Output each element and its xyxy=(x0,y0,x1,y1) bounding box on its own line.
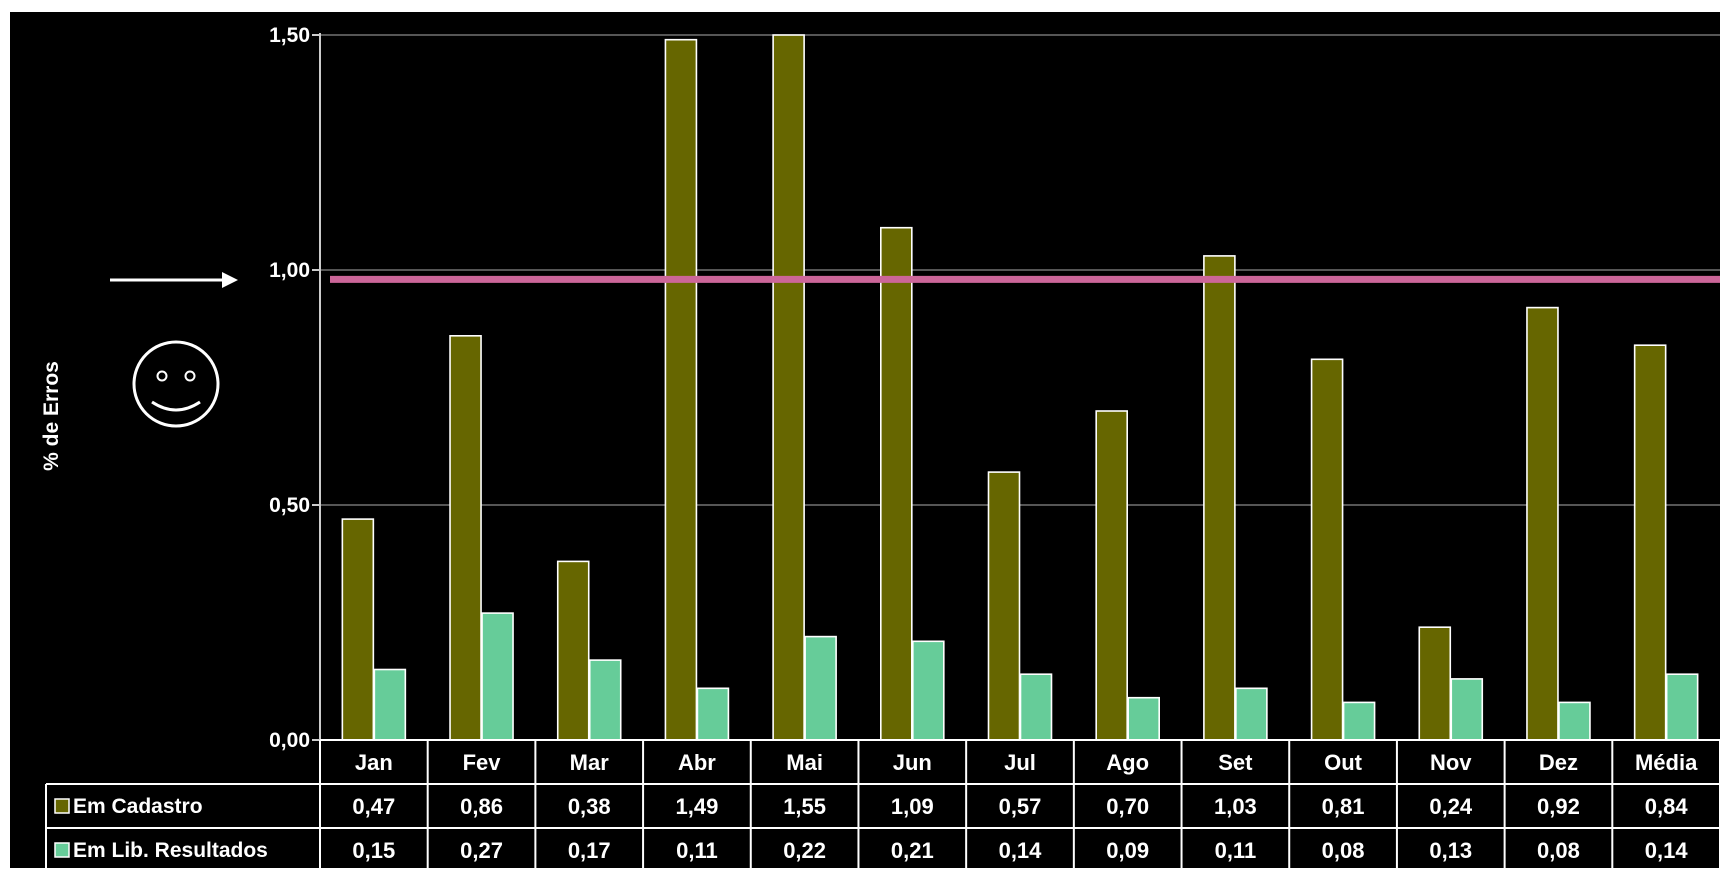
data-label: 0,92 xyxy=(1537,794,1580,819)
data-label: 0,22 xyxy=(783,838,826,863)
data-label: 0,09 xyxy=(1106,838,1149,863)
bar-em-cadastro xyxy=(1526,306,1559,741)
category-label: Jun xyxy=(893,750,932,775)
data-label: 1,09 xyxy=(891,794,934,819)
y-tick-label: 1,50 xyxy=(269,24,310,47)
bar-em-lib-resultados xyxy=(1342,701,1376,741)
annotations: % de Erros xyxy=(40,272,238,471)
bar-em-cadastro xyxy=(341,518,375,741)
category-label: Fev xyxy=(463,750,502,775)
bar-em-lib-resultados xyxy=(1127,696,1160,741)
bar-em-lib-resultados xyxy=(1450,678,1484,741)
data-label: 1,49 xyxy=(676,794,719,819)
bar-em-lib-resultados xyxy=(912,640,945,741)
bar-em-lib-resultados xyxy=(1019,673,1053,741)
bar-em-cadastro xyxy=(987,471,1021,741)
y-axis-label: % de Erros xyxy=(40,361,63,471)
legend-key xyxy=(54,798,70,814)
category-label: Set xyxy=(1218,750,1253,775)
legend-label: Em Lib. Resultados xyxy=(73,839,268,862)
bar-em-lib-resultados xyxy=(588,659,622,741)
category-label: Ago xyxy=(1106,750,1149,775)
bar-em-cadastro xyxy=(664,38,698,741)
category-label: Mar xyxy=(570,750,610,775)
bar-em-cadastro xyxy=(1095,410,1128,741)
data-label: 0,24 xyxy=(1429,794,1473,819)
data-label: 0,84 xyxy=(1645,794,1689,819)
bar-em-cadastro xyxy=(1633,344,1667,741)
axes: 0,00 0,50 1,00 1,50 xyxy=(269,24,321,752)
category-label: Média xyxy=(1635,750,1698,775)
y-tick-label: 0,50 xyxy=(269,494,310,517)
data-label: 0,08 xyxy=(1537,838,1580,863)
legend-label: Em Cadastro xyxy=(73,795,203,818)
bar-em-cadastro xyxy=(772,34,805,741)
data-label: 0,08 xyxy=(1322,838,1365,863)
y-tick-label: 1,00 xyxy=(269,259,310,282)
data-table: Jan 0,47 0,15 Fev 0,86 0,27 Mar 0,38 0,17 Abr 1,49… xyxy=(45,739,1720,872)
bar-em-lib-resultados xyxy=(1665,673,1699,741)
category-label: Abr xyxy=(678,750,716,775)
bar-em-lib-resultados xyxy=(1558,701,1591,741)
category-label: Out xyxy=(1324,750,1363,775)
data-label: 0,27 xyxy=(460,838,503,863)
data-label: 0,86 xyxy=(460,794,503,819)
bar-em-cadastro xyxy=(880,226,913,741)
data-label: 0,38 xyxy=(568,794,611,819)
data-label: 0,81 xyxy=(1322,794,1365,819)
data-label: 0,13 xyxy=(1429,838,1472,863)
bar-em-lib-resultados xyxy=(804,635,837,741)
category-label: Mai xyxy=(786,750,823,775)
bar-em-lib-resultados xyxy=(373,668,407,741)
bar-em-cadastro xyxy=(556,560,590,741)
legend-key xyxy=(54,842,70,858)
bar-em-lib-resultados xyxy=(696,687,730,741)
bar-em-lib-resultados xyxy=(481,612,514,741)
bar-em-cadastro xyxy=(1203,255,1236,741)
data-label: 0,15 xyxy=(352,838,395,863)
bar-em-cadastro xyxy=(1418,626,1452,741)
data-label: 0,57 xyxy=(999,794,1042,819)
data-label: 0,14 xyxy=(1645,838,1689,863)
smiley-face-icon xyxy=(132,340,220,428)
arrow-icon xyxy=(222,272,238,288)
bars xyxy=(341,34,1699,741)
category-label: Dez xyxy=(1539,750,1578,775)
category-label: Nov xyxy=(1430,750,1472,775)
data-label: 1,03 xyxy=(1214,794,1257,819)
data-label: 0,17 xyxy=(568,838,611,863)
data-label: 0,11 xyxy=(1215,838,1257,863)
category-label: Jan xyxy=(355,750,393,775)
data-label: 1,55 xyxy=(783,794,826,819)
y-tick-label: 0,00 xyxy=(269,729,310,752)
bar-em-cadastro xyxy=(1310,358,1344,741)
bar-em-cadastro xyxy=(449,334,482,741)
data-label: 0,47 xyxy=(352,794,395,819)
data-label: 0,70 xyxy=(1106,794,1149,819)
data-label: 0,14 xyxy=(999,838,1043,863)
data-label: 0,21 xyxy=(891,838,934,863)
data-label: 0,11 xyxy=(676,838,718,863)
bar-em-lib-resultados xyxy=(1235,687,1268,741)
category-label: Jul xyxy=(1004,750,1036,775)
